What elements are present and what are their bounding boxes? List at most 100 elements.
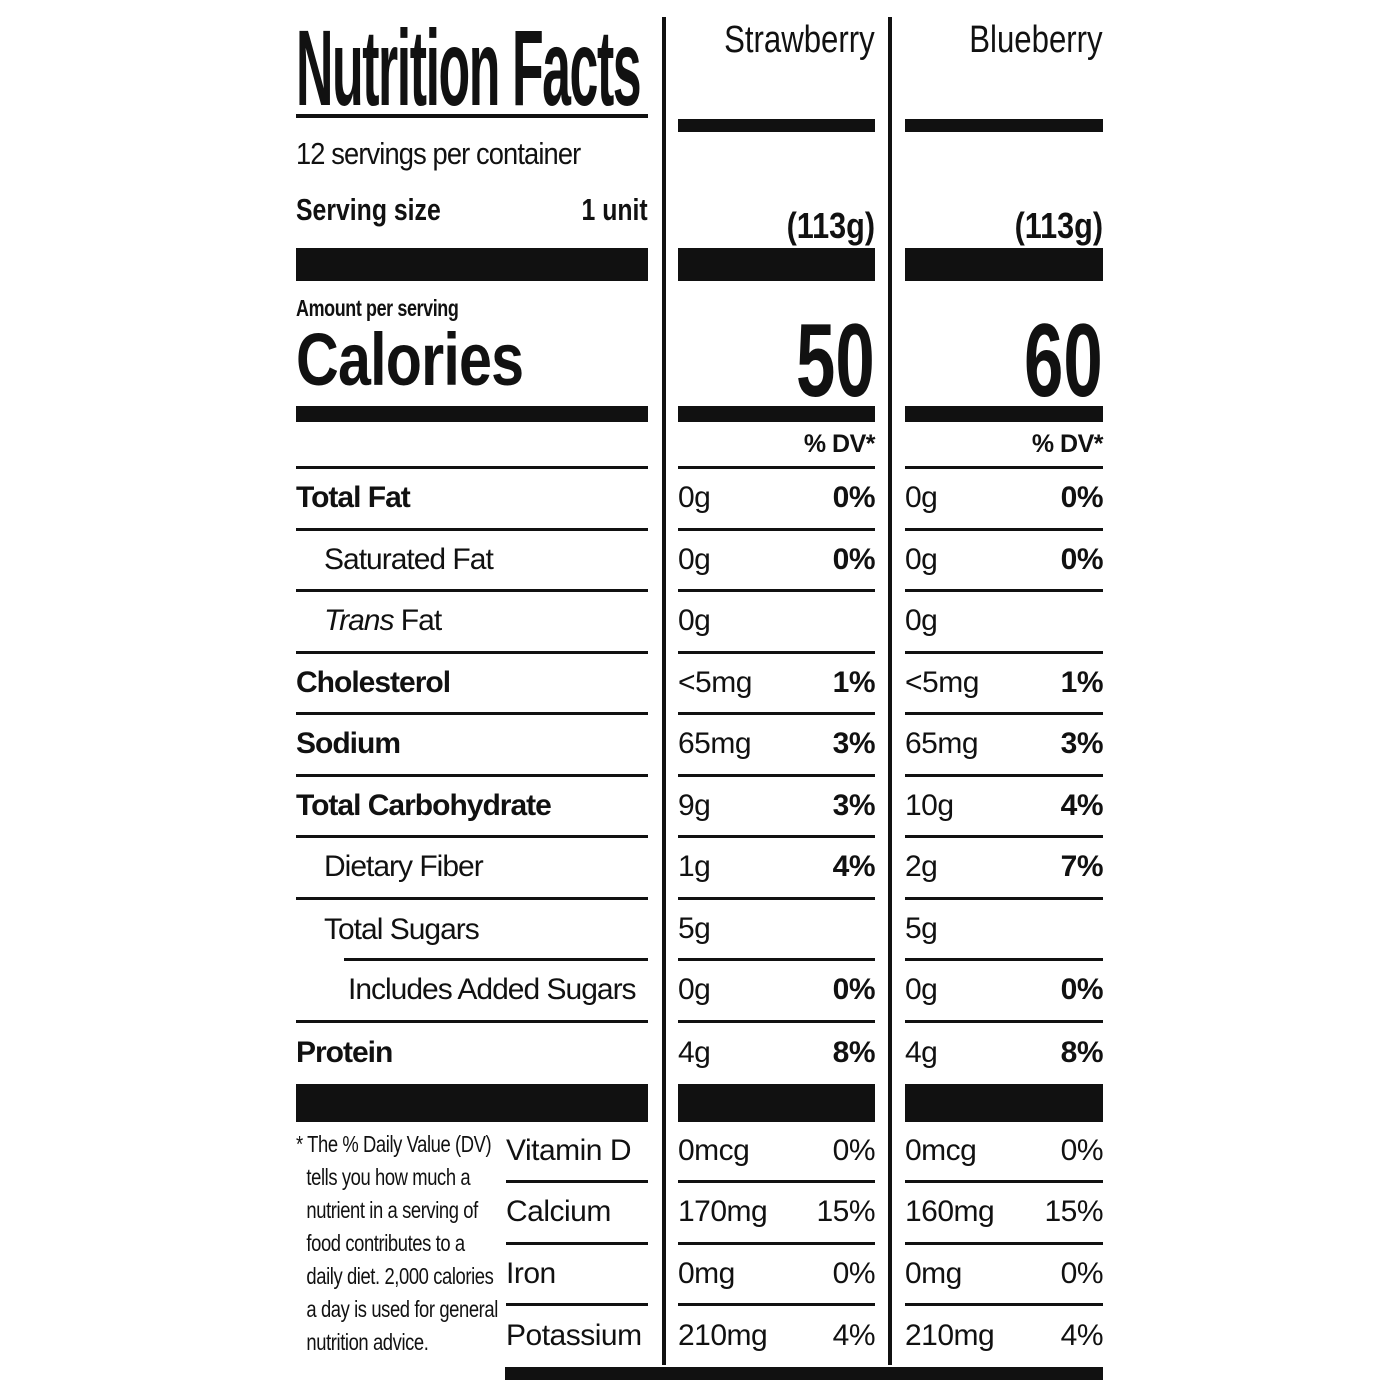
bottom-bar bbox=[505, 1367, 1103, 1380]
daily-value: 7% bbox=[1060, 850, 1104, 884]
serving-size-label: Serving size bbox=[296, 192, 441, 227]
servings-per-container: 12 servings per container bbox=[296, 136, 581, 171]
separator-bar bbox=[678, 248, 875, 281]
amount: 0g bbox=[905, 542, 938, 576]
total-sugars-values-0: 5g bbox=[662, 900, 889, 961]
amount: 0g bbox=[678, 973, 711, 1007]
serving-size-row: Serving size 1 unit bbox=[296, 192, 648, 228]
separator-bar bbox=[678, 406, 875, 422]
calories-label-cell: Amount per serving Calories bbox=[296, 281, 662, 406]
daily-value: 0% bbox=[832, 542, 876, 576]
nutrient-row-sodium: Sodium 65mg 3% 65mg 3% bbox=[296, 715, 1106, 777]
amount: 4g bbox=[678, 1036, 711, 1070]
amount: 10g bbox=[905, 788, 954, 822]
amount: <5mg bbox=[905, 665, 979, 699]
saturated-fat-values-0: 0g 0% bbox=[662, 531, 889, 592]
includes-added-sugars-values-1: 0g 0% bbox=[889, 961, 1106, 1023]
total-sugars-label-cell: Total Sugars bbox=[296, 900, 662, 962]
dietary-fiber-values-1: 2g 7% bbox=[889, 838, 1106, 900]
amount: 0g bbox=[905, 481, 938, 515]
strawberry-dv-header: % DV* bbox=[803, 429, 876, 458]
row-label: Cholesterol bbox=[296, 665, 451, 699]
amount: 0g bbox=[678, 542, 711, 576]
amount: 4g bbox=[905, 1036, 938, 1070]
row-label: Dietary Fiber bbox=[324, 850, 484, 884]
daily-value: 8% bbox=[1060, 1036, 1104, 1070]
total-fat-values-0: 0g 0% bbox=[662, 469, 889, 531]
amount: 160mg bbox=[905, 1195, 995, 1229]
sodium-label-cell: Sodium bbox=[296, 715, 662, 777]
dietary-fiber-label-cell: Dietary Fiber bbox=[296, 838, 662, 900]
row-label: Includes Added Sugars bbox=[348, 973, 637, 1007]
row-label: Trans Fat bbox=[324, 604, 442, 638]
daily-value: 8% bbox=[832, 1036, 876, 1070]
includes-added-sugars-label-cell: Includes Added Sugars bbox=[296, 961, 662, 1023]
separator-bar bbox=[905, 1084, 1103, 1122]
daily-value: 0% bbox=[1060, 481, 1104, 515]
daily-value: 4% bbox=[1060, 1319, 1104, 1353]
column-header-strawberry: Strawberry bbox=[724, 19, 875, 61]
total-carbohydrate-label-cell: Total Carbohydrate bbox=[296, 777, 662, 838]
calcium-values-1: 160mg 15% bbox=[889, 1183, 1106, 1245]
amount: 0mg bbox=[905, 1256, 962, 1290]
dietary-fiber-values-0: 1g 4% bbox=[662, 838, 889, 900]
nutrient-rows: Total Fat 0g 0% 0g 0% Saturated Fat 0g 0% 0g 0% Tr… bbox=[296, 469, 1106, 1084]
daily-value: 1% bbox=[832, 665, 876, 699]
daily-value: 15% bbox=[816, 1195, 875, 1229]
sodium-values-0: 65mg 3% bbox=[662, 715, 889, 777]
daily-value: 15% bbox=[1044, 1195, 1103, 1229]
amount: 210mg bbox=[678, 1319, 768, 1353]
header-block: Nutrition Facts 12 servings per containe… bbox=[296, 7, 1106, 248]
nutrient-row-saturated-fat: Saturated Fat 0g 0% 0g 0% bbox=[296, 531, 1106, 592]
row-label: Potassium bbox=[506, 1319, 642, 1353]
trans-fat-values-1: 0g bbox=[889, 592, 1106, 654]
daily-value: 0% bbox=[832, 481, 876, 515]
strawberry-serving-weight: (113g) bbox=[786, 205, 875, 246]
trans-fat-values-0: 0g bbox=[662, 592, 889, 654]
calories-block: Amount per serving Calories 50 60 bbox=[296, 281, 1106, 419]
strawberry-header-cell: Strawberry (113g) bbox=[662, 12, 889, 248]
cholesterol-values-1: <5mg 1% bbox=[889, 654, 1106, 715]
nutrient-row-total-fat: Total Fat 0g 0% 0g 0% bbox=[296, 469, 1106, 531]
blueberry-header-bar bbox=[905, 119, 1103, 132]
separator-bar bbox=[678, 1084, 875, 1122]
nutrient-row-trans-fat: Trans Fat 0g 0g bbox=[296, 592, 1106, 654]
nutrient-row-total-sugars: Total Sugars 5g 5g bbox=[296, 900, 1106, 962]
strawberry-calories-value: 50 bbox=[796, 303, 875, 419]
row-label: Vitamin D bbox=[506, 1134, 632, 1168]
total-fat-label-cell: Total Fat bbox=[296, 469, 662, 531]
potassium-values-1: 210mg 4% bbox=[889, 1306, 1106, 1367]
amount: 9g bbox=[678, 788, 711, 822]
amount: 2g bbox=[905, 850, 938, 884]
nutrient-row-total-carbohydrate: Total Carbohydrate 9g 3% 10g 4% bbox=[296, 777, 1106, 838]
calories-label: Calories bbox=[296, 318, 524, 401]
includes-added-sugars-values-0: 0g 0% bbox=[662, 961, 889, 1023]
footnote-cell: * The % Daily Value (DV) tells you how m… bbox=[296, 1122, 506, 1367]
separator-bar bbox=[296, 248, 648, 281]
protein-label-cell: Protein bbox=[296, 1023, 662, 1085]
vitamin-d-values-1: 0mcg 0% bbox=[889, 1122, 1106, 1184]
daily-value: 0% bbox=[1060, 1256, 1104, 1290]
blueberry-header-cell: Blueberry (113g) bbox=[889, 12, 1106, 248]
vitamin-d-label-cell: Vitamin D bbox=[506, 1122, 662, 1184]
blueberry-serving-weight: (113g) bbox=[1014, 205, 1103, 246]
total-sugars-values-1: 5g bbox=[889, 900, 1106, 961]
amount: 5g bbox=[905, 911, 938, 945]
strawberry-header-bar bbox=[678, 119, 875, 132]
cholesterol-label-cell: Cholesterol bbox=[296, 654, 662, 715]
column-header-blueberry: Blueberry bbox=[969, 19, 1103, 61]
nutrient-row-includes-added-sugars: Includes Added Sugars 0g 0% 0g 0% bbox=[296, 961, 1106, 1023]
calcium-values-0: 170mg 15% bbox=[662, 1183, 889, 1245]
daily-value: 0% bbox=[1060, 542, 1104, 576]
trans-fat-label-cell: Trans Fat bbox=[296, 592, 662, 654]
daily-value: 0% bbox=[832, 1256, 876, 1290]
total-carbohydrate-values-0: 9g 3% bbox=[662, 777, 889, 838]
daily-value: 0% bbox=[832, 973, 876, 1007]
separator-bar bbox=[296, 406, 648, 422]
row-label: Total Fat bbox=[296, 481, 411, 515]
separator-bar bbox=[296, 1084, 648, 1122]
potassium-label-cell: Potassium bbox=[506, 1306, 662, 1367]
vitamins-section: * The % Daily Value (DV) tells you how m… bbox=[296, 1122, 1106, 1367]
iron-values-0: 0mg 0% bbox=[662, 1245, 889, 1306]
blueberry-calories-value: 60 bbox=[1024, 303, 1103, 419]
